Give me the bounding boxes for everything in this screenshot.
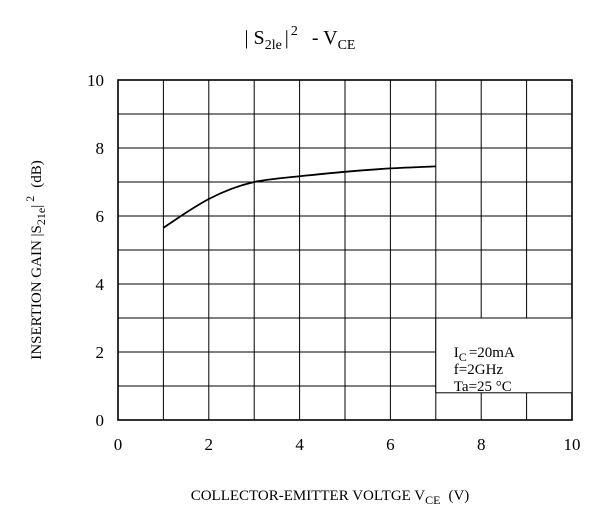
x-tick-label: 2: [205, 435, 214, 454]
condition-temperature: Ta=25 °C: [454, 379, 512, 395]
title-part-1: | S: [245, 27, 265, 49]
y-tick-label: 10: [87, 71, 104, 90]
y-axis-label-sup: 2: [23, 196, 37, 202]
x-axis-label-main: COLLECTOR-EMITTER VOLTGE V: [191, 488, 426, 504]
y-axis-label-unit: (dB): [29, 160, 45, 188]
y-tick-label: 0: [96, 411, 105, 430]
title-part-2: |: [285, 27, 289, 49]
x-axis-label-unit: (V): [448, 488, 469, 504]
x-tick-label: 0: [114, 435, 123, 454]
series-line-1: [162, 165, 436, 229]
y-axis-label-main: INSERTION GAIN |S: [29, 225, 45, 360]
chart-title: | S2le | 2 - VCE: [245, 24, 356, 53]
x-axis-label: COLLECTOR-EMITTER VOLTGE VCE (V): [191, 488, 470, 507]
y-tick-label: 6: [96, 207, 105, 226]
condition-ic-sub: C: [459, 350, 467, 364]
condition-ic-symbol: I: [454, 345, 459, 361]
conditions-box: [435, 317, 573, 394]
conditions-legend: IC =20mA f=2GHz Ta=25 °C: [435, 317, 573, 395]
y-axis-label-mid: |: [29, 205, 45, 208]
tick-labels: 0 2 4 6 8 10 0 2 4 6 8 10: [87, 71, 581, 454]
title-sub-1: 2le: [265, 38, 282, 53]
condition-frequency: f=2GHz: [454, 362, 504, 378]
plot-frame: [117, 79, 573, 421]
condition-ic: IC =20mA: [454, 345, 515, 364]
series-layer: [162, 165, 436, 229]
grid: [118, 80, 572, 420]
title-sup: 2: [291, 24, 298, 39]
y-tick-label: 4: [96, 275, 105, 294]
x-axis-label-sub: CE: [425, 493, 440, 507]
title-sub-3: CE: [338, 38, 356, 53]
x-tick-label: 8: [477, 435, 486, 454]
title-part-3: - V: [312, 27, 338, 49]
y-axis-label: INSERTION GAIN |S21e| 2 (dB): [23, 160, 48, 359]
x-tick-label: 10: [564, 435, 581, 454]
y-tick-label: 2: [96, 343, 105, 362]
y-tick-label: 8: [96, 139, 105, 158]
y-axis-label-sub: 21e: [34, 208, 48, 225]
x-tick-label: 6: [386, 435, 395, 454]
x-tick-label: 4: [295, 435, 304, 454]
condition-ic-value: =20mA: [469, 345, 515, 361]
